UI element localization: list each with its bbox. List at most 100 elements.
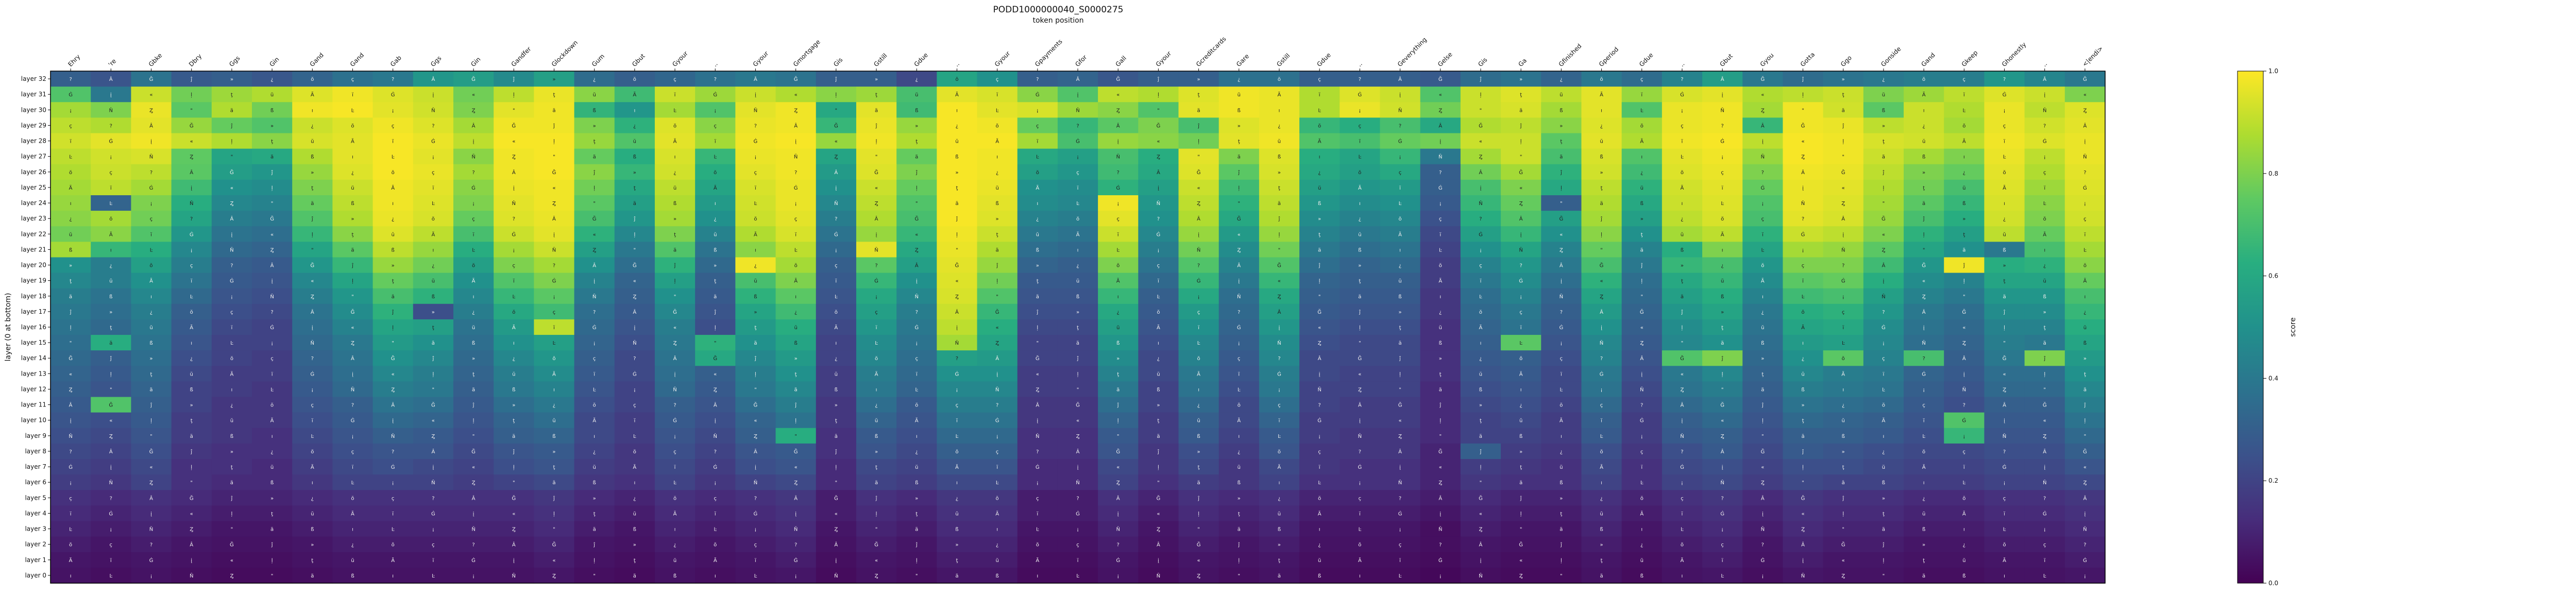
cell-token-label: Ň <box>955 339 959 346</box>
cell-token-label: į <box>1802 185 1804 191</box>
heatmap-cell <box>816 148 857 165</box>
heatmap-cell <box>1984 133 2025 149</box>
cell-token-label: ţ <box>1601 185 1603 191</box>
heatmap-cell <box>654 87 696 103</box>
cell-token-label: " <box>1721 387 1724 393</box>
cell-token-label: ï <box>150 232 152 237</box>
heatmap-cell <box>1178 195 1219 211</box>
heatmap-cell <box>775 148 817 165</box>
y-tick-label: layer 22 <box>21 230 46 237</box>
cell-token-label: ? <box>875 263 877 269</box>
heatmap-cell <box>1420 87 1461 103</box>
cell-token-label: Â <box>2043 76 2046 82</box>
heatmap-cell <box>1057 164 1098 180</box>
heatmap-cell <box>1138 164 1179 180</box>
cell-token-label: Ŀ <box>1721 201 1724 207</box>
cell-token-label: ŭ <box>1318 557 1321 564</box>
cell-token-label: ? <box>150 170 152 176</box>
heatmap-cell <box>1581 164 1622 180</box>
cell-token-label: » <box>1238 496 1241 501</box>
cell-token-label: Â <box>351 355 354 362</box>
cell-token-label: « <box>552 558 555 564</box>
cell-token-label: ı <box>1439 294 1441 300</box>
y-tick-label: layer 6 <box>25 479 46 486</box>
cell-token-label: ĵ <box>1761 402 1764 409</box>
heatmap-cell <box>453 148 494 165</box>
cell-token-label: Ã <box>230 370 233 377</box>
cell-token-label: Ğ <box>109 402 113 409</box>
heatmap-cell <box>2024 133 2065 149</box>
heatmap-cell <box>1662 164 1703 180</box>
cell-token-label: ŭ <box>391 231 394 237</box>
heatmap-cell <box>1581 117 1622 134</box>
heatmap-cell <box>1823 211 1864 227</box>
cell-token-label: ß <box>2083 341 2087 346</box>
cell-token-label: ĵ <box>754 355 756 362</box>
cell-token-label: ä <box>1681 294 1684 300</box>
heatmap-cell <box>332 179 374 196</box>
y-tick-label: layer 18 <box>21 293 46 300</box>
heatmap-cells <box>50 71 2106 584</box>
cell-token-label: » <box>109 310 112 315</box>
cell-token-label: ¡ <box>1117 573 1119 579</box>
cell-token-label: ï <box>1681 511 1683 517</box>
cell-token-label: Ġ <box>794 184 798 191</box>
cell-token-label: « <box>1036 371 1039 377</box>
cell-token-label: » <box>1761 356 1764 362</box>
cell-token-label: ç <box>1882 356 1885 362</box>
cell-token-label: ĵ <box>472 402 474 409</box>
cell-token-label: Â <box>633 309 636 315</box>
heatmap-cell <box>50 133 91 149</box>
cell-token-label: Ȥ <box>2043 434 2046 439</box>
y-tick-label: layer 15 <box>21 339 46 346</box>
cell-token-label: Â <box>431 448 435 455</box>
cell-token-label: Ŀ <box>1560 387 1563 393</box>
heatmap-cell <box>50 71 91 87</box>
cell-token-label: Ň <box>190 572 193 579</box>
cell-token-label: « <box>472 92 475 98</box>
cell-token-label: « <box>512 511 515 517</box>
heatmap-cell <box>1863 195 1904 211</box>
cell-token-label: Ŀ <box>794 247 798 253</box>
cell-token-label: ä <box>1761 387 1764 393</box>
cell-token-label: Ġ <box>149 184 154 191</box>
cell-token-label: Ğ <box>230 169 234 176</box>
cell-token-label: Ŀ <box>1197 341 1200 346</box>
cell-token-label: ļ <box>755 371 756 377</box>
cell-token-label: ı <box>2084 294 2086 300</box>
cell-token-label: ? <box>1479 216 1482 222</box>
heatmap-cell <box>1218 195 1260 211</box>
cell-token-label: ţ <box>70 279 72 284</box>
heatmap-cell <box>1017 148 1058 165</box>
cell-token-label: ĵ <box>230 123 232 129</box>
cell-token-label: Ŀ <box>1036 527 1039 533</box>
heatmap-cell <box>332 148 374 165</box>
heatmap-cell <box>251 117 293 134</box>
heatmap-cell <box>211 148 252 165</box>
heatmap-cell <box>1742 164 1784 180</box>
cell-token-label: ß <box>1640 573 1643 579</box>
x-tick-label: Gonside <box>1879 45 1902 68</box>
cell-token-label: ŏ <box>673 123 676 129</box>
cell-token-label: ŏ <box>633 449 636 455</box>
cell-token-label: ¡ <box>795 573 797 579</box>
cell-token-label: Ȥ <box>1278 294 1281 300</box>
cell-token-label: ç <box>1519 310 1522 315</box>
cell-token-label: Ȥ <box>1519 201 1523 207</box>
x-tick-label: .. <box>2041 60 2048 68</box>
y-tick-label: layer 31 <box>21 91 46 98</box>
cell-token-label: ļ <box>1601 232 1602 237</box>
x-tick-label: Gyour <box>1155 50 1173 69</box>
x-tick-label: Gall <box>1114 55 1127 68</box>
cell-token-label: ¡ <box>754 155 756 160</box>
heatmap-cell <box>171 102 212 118</box>
heatmap-cell <box>574 102 615 118</box>
heatmap-cell <box>292 148 333 165</box>
cell-token-label: « <box>1116 92 1120 98</box>
cell-token-label: Â <box>2083 122 2087 129</box>
heatmap-cell <box>1017 117 1058 134</box>
cell-token-label: ¡ <box>996 434 998 439</box>
x-tick-label: Gyour <box>671 50 689 69</box>
cell-token-label: ŭ <box>955 139 958 145</box>
cell-token-label: ç <box>1922 403 1925 409</box>
